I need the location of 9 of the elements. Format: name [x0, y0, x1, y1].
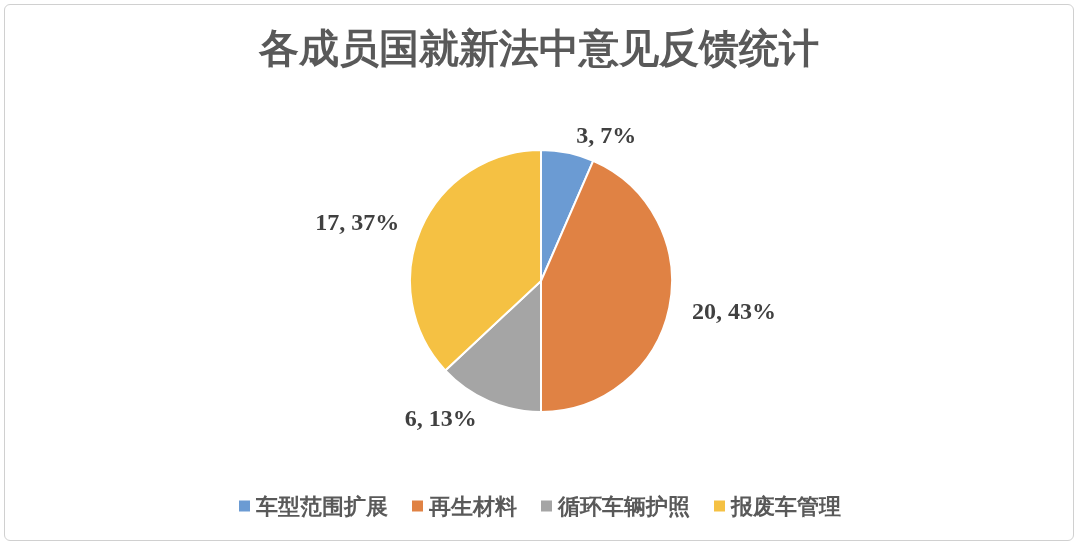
chart-title: 各成员国就新法中意见反馈统计 — [258, 25, 819, 71]
legend-label: 再生材料 — [428, 493, 517, 519]
legend-label: 循环车辆护照 — [557, 493, 690, 519]
data-label: 17, 37% — [315, 208, 400, 235]
data-label: 3, 7% — [576, 122, 637, 149]
data-label: 20, 43% — [691, 298, 776, 325]
legend-label: 报废车管理 — [730, 493, 841, 519]
data-label: 6, 13% — [404, 404, 477, 431]
legend-label: 车型范围扩展 — [255, 493, 388, 519]
